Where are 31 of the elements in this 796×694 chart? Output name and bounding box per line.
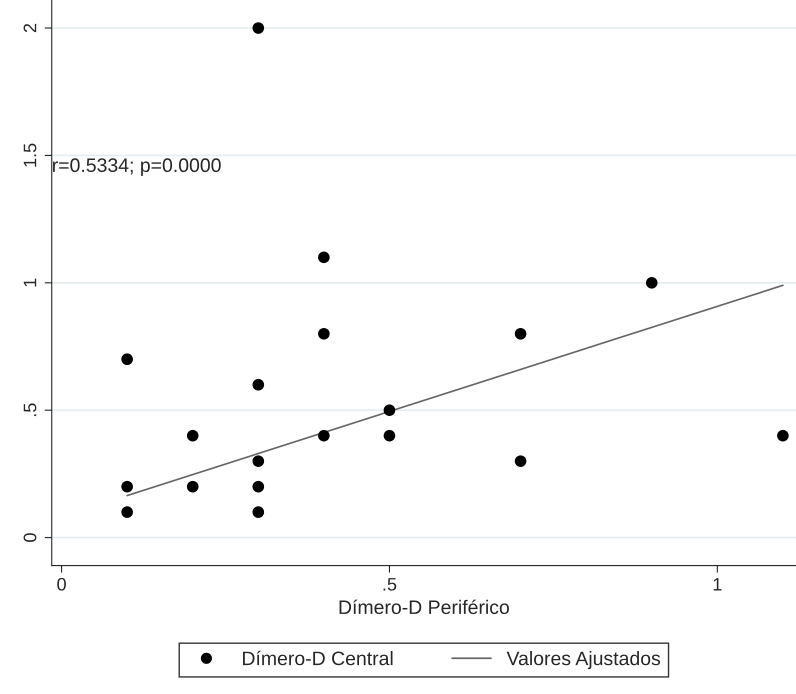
- y-tick-label: 0: [24, 533, 36, 542]
- point: [646, 276, 658, 289]
- point: [318, 430, 330, 442]
- point: [121, 506, 133, 518]
- point: [384, 430, 396, 442]
- y-tick-label: 2: [24, 24, 36, 32]
- legend-label: Dímero-D Central: [243, 650, 392, 666]
- x-tick-label: 1: [714, 578, 722, 590]
- y-tick-label: 1.5: [24, 144, 36, 167]
- point: [252, 506, 264, 518]
- point: [318, 328, 330, 340]
- x-axis-title: Dímero-D Periférico: [340, 600, 509, 614]
- y-tick-label: .5: [24, 403, 36, 416]
- point: [318, 252, 330, 264]
- annotation: r=0.5334; p=0.0000: [53, 158, 221, 176]
- x-tick-label: .5: [384, 578, 396, 591]
- point: [514, 328, 526, 340]
- point: [186, 430, 199, 442]
- point: [777, 430, 789, 442]
- point: [252, 378, 264, 391]
- point: [121, 480, 133, 492]
- x-tick-label: 0: [57, 578, 66, 591]
- point: [252, 480, 264, 492]
- legend-label: Valores Ajustados: [506, 650, 660, 670]
- point: [121, 353, 133, 366]
- point: [186, 480, 199, 492]
- point: [252, 22, 264, 34]
- point: [514, 455, 526, 467]
- point: [252, 455, 264, 467]
- y-tick-label: 1: [24, 278, 36, 286]
- point: [384, 404, 396, 416]
